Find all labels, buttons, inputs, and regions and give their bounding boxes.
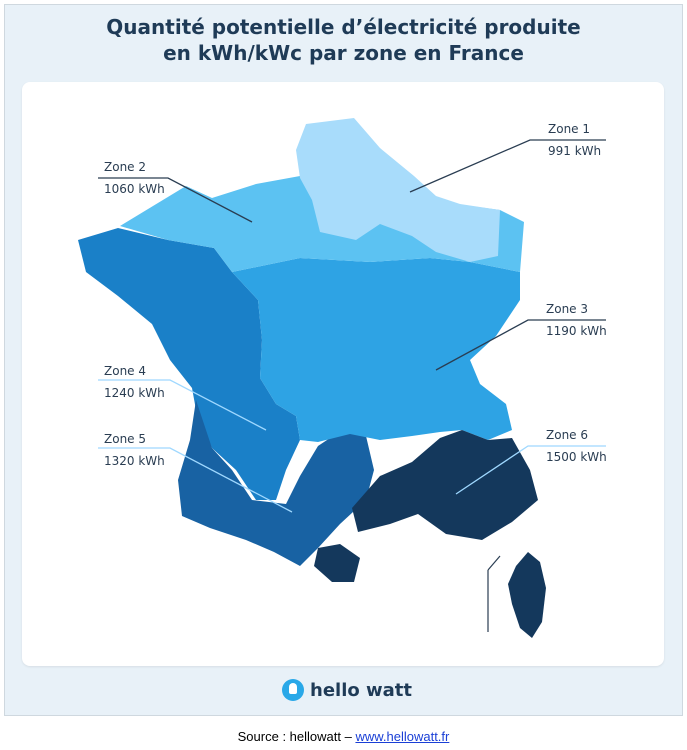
zone-4-value: 1240 kWh — [104, 386, 165, 400]
zone-6-name: Zone 6 — [546, 428, 588, 442]
page-title: Quantité potentielle d’électricité produ… — [0, 14, 687, 66]
zone-2-leader — [98, 177, 253, 223]
zone-3-name: Zone 3 — [546, 302, 588, 316]
zone-3-region — [232, 258, 520, 442]
zone-2-label: Zone 2 1060 kWh — [104, 160, 165, 196]
zone-3-value: 1190 kWh — [546, 324, 607, 338]
zone-5-leader — [98, 447, 293, 513]
zone-5-value: 1320 kWh — [104, 454, 165, 468]
zone-1-label: Zone 1 991 kWh — [548, 122, 601, 158]
zone-4-region — [78, 228, 300, 500]
zone-2-value: 1060 kWh — [104, 182, 165, 196]
zone-6-roussillon — [314, 544, 360, 582]
zone-2-name: Zone 2 — [104, 160, 146, 174]
source-link[interactable]: www.hellowatt.fr — [355, 729, 450, 744]
zone-6-label: Zone 6 1500 kWh — [546, 428, 607, 464]
zone-5-label: Zone 5 1320 kWh — [104, 432, 165, 468]
title-line-2: en kWh/kWc par zone en France — [163, 41, 524, 65]
zone-3-leader — [435, 319, 606, 371]
source-prefix: Source : hellowatt – — [237, 729, 356, 744]
zone-6-value: 1500 kWh — [546, 450, 607, 464]
zone-5-name: Zone 5 — [104, 432, 146, 446]
zone-4-leader — [98, 379, 267, 431]
zone-1-region — [296, 118, 500, 262]
corsica-inset-frame-top — [487, 555, 501, 571]
zone-4-label: Zone 4 1240 kWh — [104, 364, 165, 400]
source-line: Source : hellowatt – www.hellowatt.fr — [0, 729, 687, 744]
lightbulb-icon — [282, 679, 304, 701]
title-line-1: Quantité potentielle d’électricité produ… — [106, 15, 581, 39]
zone-1-leader — [409, 139, 606, 193]
brand-logo: hello watt — [282, 676, 412, 704]
zone-1-name: Zone 1 — [548, 122, 590, 136]
zone-6-region — [352, 430, 538, 540]
zone-6-corsica — [508, 552, 546, 638]
brand-name: hello watt — [310, 679, 412, 701]
zone-4-name: Zone 4 — [104, 364, 146, 378]
zone-3-label: Zone 3 1190 kWh — [546, 302, 607, 338]
zone-1-value: 991 kWh — [548, 144, 602, 158]
zone-6-leader — [455, 445, 606, 495]
zone-5-region — [178, 400, 374, 566]
